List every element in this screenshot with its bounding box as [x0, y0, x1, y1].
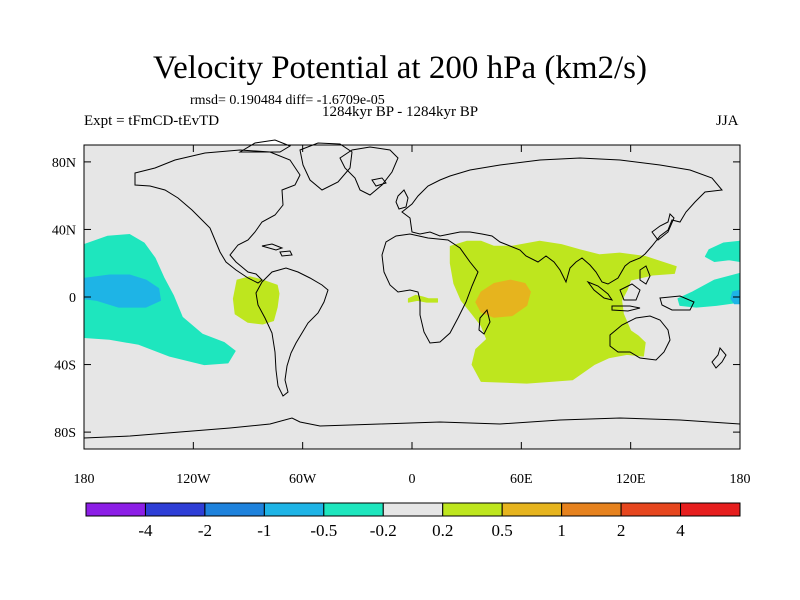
region-south-america-positive — [232, 276, 280, 325]
y-tick-label: 80N — [52, 156, 76, 171]
colorbar-swatch — [85, 502, 146, 517]
colorbar-label: 2 — [617, 521, 626, 540]
region-indian-ocean-positive — [449, 240, 677, 384]
colorbar-label: 0.5 — [492, 521, 513, 540]
x-tick-label: 0 — [409, 472, 416, 487]
x-tick-label: 60E — [510, 472, 533, 487]
colorbar-label: -1 — [257, 521, 271, 540]
colorbar-swatch — [501, 502, 563, 517]
colorbar-swatch — [620, 502, 682, 517]
colorbar-swatch — [204, 502, 265, 517]
colorbar-label: -4 — [138, 521, 153, 540]
colorbar-swatch — [382, 502, 444, 517]
colorbar-swatch — [323, 502, 384, 517]
region-west-pacific-negative-north — [704, 240, 741, 262]
colorbar-swatch — [442, 502, 503, 517]
x-tick-label: 180 — [730, 472, 751, 487]
x-tick-label: 180 — [74, 472, 95, 487]
x-tick-label: 120W — [176, 472, 211, 487]
colorbar-label: 4 — [676, 521, 685, 540]
season-label: JJA — [716, 113, 739, 129]
x-tick-label: 60W — [289, 472, 317, 487]
colorbar-swatch — [561, 502, 622, 517]
chart-title: Velocity Potential at 200 hPa (km2/s) — [152, 50, 648, 86]
colorbar-label: -0.2 — [370, 521, 397, 540]
colorbar-swatch — [144, 502, 206, 517]
y-tick-label: 40S — [54, 359, 76, 374]
region-indian-ocean-core — [475, 279, 531, 318]
x-tick-label: 120E — [616, 472, 646, 487]
colorbar-label: 1 — [557, 521, 566, 540]
stats-line: rmsd= 0.190484 diff= -1.6709e-05 — [190, 93, 385, 108]
y-tick-label: 0 — [69, 291, 76, 306]
colorbar-label: -0.5 — [310, 521, 337, 540]
coastlines — [83, 139, 741, 439]
region-central-pacific-core — [83, 274, 161, 308]
colorbar-swatch — [680, 502, 741, 517]
y-tick-label: 40N — [52, 223, 76, 238]
region-west-pacific-negative-equator — [677, 272, 741, 308]
colorbar-label: -2 — [198, 521, 212, 540]
y-tick-label: 80S — [54, 426, 76, 441]
colorbar-label: 0.2 — [432, 521, 453, 540]
experiment-label: Expt = tFmCD-tEvTD — [84, 113, 220, 129]
colorbar-swatch — [263, 502, 325, 517]
period-label: 1284kyr BP - 1284kyr BP — [322, 104, 479, 120]
